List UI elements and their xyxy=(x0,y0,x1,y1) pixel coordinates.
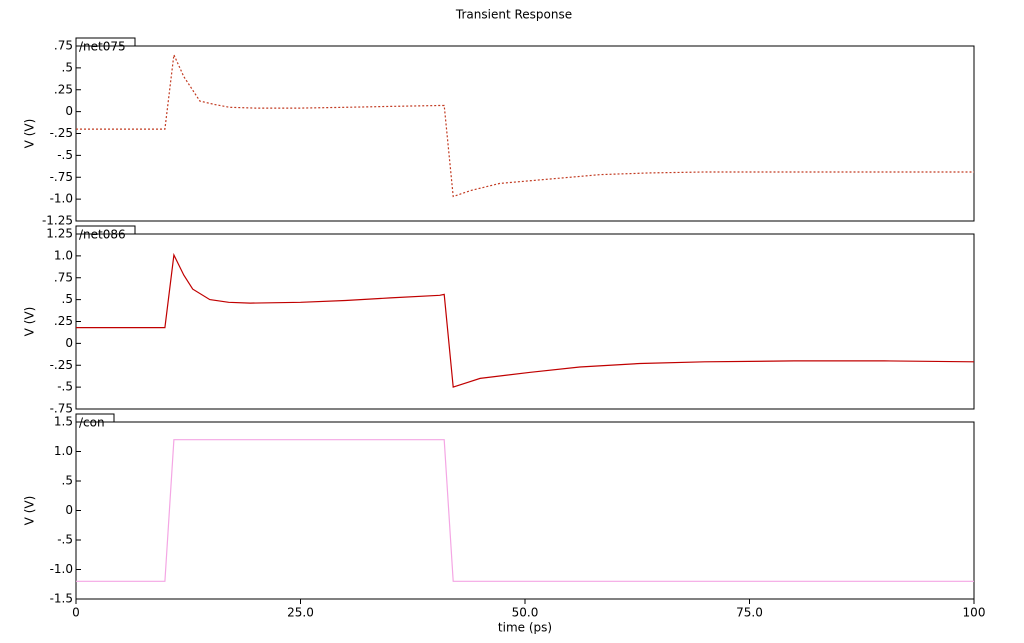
y-tick-label: 0 xyxy=(65,503,73,517)
x-tick-label: 25.0 xyxy=(287,606,314,620)
x-axis-label: time (ps) xyxy=(498,621,552,635)
y-tick-label: -1.0 xyxy=(50,562,73,576)
y-axis-label: V (V) xyxy=(23,496,37,526)
y-axis-label: V (V) xyxy=(23,307,37,337)
x-tick-label: 50.0 xyxy=(512,606,539,620)
y-tick-label: .5 xyxy=(62,60,73,74)
series-line xyxy=(76,252,975,388)
y-tick-label: -1.5 xyxy=(50,592,73,606)
x-tick-label: 0 xyxy=(72,606,80,620)
y-tick-label: -1.0 xyxy=(50,192,73,206)
y-tick-label: -.25 xyxy=(50,358,73,372)
y-tick-label: 0 xyxy=(65,336,73,350)
legend-label: /con xyxy=(79,416,105,430)
chart-title: Transient Response xyxy=(455,8,572,22)
y-tick-label: 1.0 xyxy=(54,444,73,458)
plot-frame xyxy=(75,45,975,222)
y-tick-label: 1.0 xyxy=(54,248,73,262)
x-tick-label: 100 xyxy=(963,606,986,620)
y-tick-label: -.75 xyxy=(50,170,73,184)
y-tick-label: .75 xyxy=(54,270,73,284)
y-tick-label: .5 xyxy=(62,474,73,488)
y-tick-label: -.5 xyxy=(57,148,73,162)
plot-frame xyxy=(75,233,975,410)
series-line xyxy=(76,439,974,582)
y-tick-label: -.25 xyxy=(50,126,73,140)
y-tick-label: .25 xyxy=(54,314,73,328)
legend-label: /net075 xyxy=(79,40,126,54)
y-tick-label: -.5 xyxy=(57,380,73,394)
y-tick-label: .75 xyxy=(54,39,73,53)
y-tick-label: .5 xyxy=(62,292,73,306)
x-tick-label: 75.0 xyxy=(736,606,763,620)
series-line xyxy=(76,52,974,198)
y-tick-label: .25 xyxy=(54,82,73,96)
y-tick-label: 1.5 xyxy=(54,415,73,429)
y-tick-label: -.75 xyxy=(50,402,73,416)
legend-label: /net086 xyxy=(79,228,126,242)
y-tick-label: -1.25 xyxy=(42,214,73,228)
y-axis-label: V (V) xyxy=(23,119,37,149)
y-tick-label: 1.25 xyxy=(46,227,73,241)
y-tick-label: -.5 xyxy=(57,533,73,547)
plot-frame xyxy=(75,421,975,600)
y-tick-label: 0 xyxy=(65,104,73,118)
